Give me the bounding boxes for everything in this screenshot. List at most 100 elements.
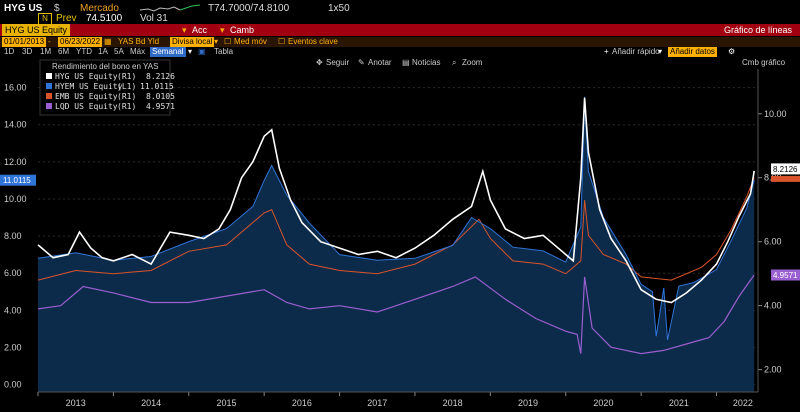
action-button[interactable]: Acc — [192, 25, 208, 35]
left-axis: 0.00 2.00 4.00 6.00 8.00 10.00 12.00 14.00 16.00 — [4, 83, 27, 390]
tool-news[interactable]: Noticias — [412, 58, 440, 67]
x-tick-label: 2019 — [518, 398, 538, 408]
period-1m[interactable]: 1M — [40, 47, 52, 56]
chart-type-title: Gráfico de líneas — [723, 25, 792, 35]
market-label: Mercado — [80, 3, 119, 14]
hyem-series-line[interactable] — [37, 96, 755, 341]
right-tick-label: 10.00 — [764, 109, 787, 119]
legend-axis-lqd: (R1) — [117, 102, 136, 111]
annotate-icon[interactable]: ✎ — [358, 58, 365, 67]
size-label: 1x50 — [328, 3, 350, 14]
bid-ask-label: T74.7000/74.8100 — [208, 3, 290, 14]
add-icon[interactable]: + — [604, 47, 609, 56]
currency-label: $ — [54, 3, 60, 14]
date-separator: - — [48, 37, 51, 46]
x-tick-label: 2017 — [367, 398, 387, 408]
x-tick-label: 2016 — [292, 398, 312, 408]
calendar-icon[interactable]: ▦ — [104, 37, 112, 46]
frequency-dropdown-icon[interactable]: ▾ — [188, 47, 193, 56]
legend-swatch-hyem — [46, 83, 52, 89]
left-tick-label: 6.00 — [4, 268, 22, 278]
right-tick-label: 4.00 — [764, 301, 782, 311]
tool-annotate[interactable]: Anotar — [368, 58, 392, 67]
legend-name-lqd[interactable]: LQD US Equity — [55, 102, 118, 111]
events-checkbox-icon[interactable]: ☐ — [278, 37, 286, 46]
right-tick-label: 2.00 — [764, 365, 782, 375]
period-max[interactable]: Máx — [130, 47, 146, 56]
legend-value-hyg: 8.2126 — [146, 72, 175, 81]
hyem-last-badge — [0, 174, 36, 186]
quick-add-button[interactable]: Añadir rápido — [612, 47, 660, 56]
add-data-button[interactable]: Añadir datos — [668, 47, 717, 57]
emb-series-line[interactable] — [37, 177, 755, 281]
right-tick-label: 6.00 — [764, 237, 782, 247]
follow-icon[interactable]: ✥ — [316, 58, 323, 67]
period-1a[interactable]: 1A — [98, 47, 108, 56]
start-date-field[interactable]: 01/01/2013 — [2, 37, 47, 47]
legend-value-hyem: 11.0115 — [140, 82, 174, 91]
legend-axis-hyg: (R1) — [117, 72, 136, 81]
currency-mode-field[interactable]: Divisa local — [170, 37, 215, 47]
left-tick-label: 10.00 — [4, 194, 27, 204]
table-button[interactable]: Tabla — [214, 47, 234, 56]
hyg-series-line[interactable] — [37, 97, 755, 304]
lqd-series-line[interactable] — [37, 274, 755, 355]
x-tick-label: 2013 — [66, 398, 86, 408]
legend-axis-hyem: (L1) — [117, 82, 136, 91]
prev-value: 74.5100 — [86, 13, 123, 24]
prev-label: Prev — [56, 13, 77, 24]
left-tick-label: 12.00 — [4, 157, 27, 167]
field-row: 01/01/2013 - 06/23/2022 ▦ YAS Bd Yld Div… — [0, 37, 800, 47]
legend-box — [39, 59, 171, 116]
last-value-badges: 11.0115 8.2126 4.9571 — [0, 163, 800, 281]
legend-name-hyem[interactable]: HYEM US Equity — [55, 82, 123, 91]
average-checkbox-icon[interactable]: ☐ — [224, 37, 232, 46]
left-tick-label: 16.00 — [4, 83, 27, 93]
x-tick-label: 2015 — [216, 398, 236, 408]
security-field[interactable]: HYG US Equity — [2, 24, 71, 36]
legend: Rendimiento del bono en YAS HYG US Equit… — [39, 59, 175, 116]
period-3d[interactable]: 3D — [22, 47, 33, 56]
lqd-last-badge-text: 4.9571 — [773, 271, 798, 280]
volume-label: Vol 31 — [140, 13, 168, 24]
legend-value-lqd: 4.9571 — [146, 102, 175, 111]
action-menu-icon[interactable]: ▾ — [182, 25, 187, 35]
quote-strip: HYG US $ Mercado T74.7000/74.8100 1x50 N… — [0, 0, 800, 25]
change-chart-button[interactable]: Cmb gráfico — [742, 58, 786, 67]
table-icon[interactable]: ▣ — [198, 47, 206, 56]
x-tick-label: 2018 — [443, 398, 463, 408]
x-tick-label: 2014 — [141, 398, 161, 408]
change-menu-icon[interactable]: ▾ — [220, 25, 225, 35]
change-button[interactable]: Camb — [230, 25, 255, 35]
quick-add-dropdown-icon[interactable]: ▾ — [658, 47, 663, 56]
end-date-field[interactable]: 06/23/2022 — [58, 37, 103, 47]
period-1d[interactable]: 1D — [4, 47, 15, 56]
function-bar: HYG US Equity ▾ Acc ▾ Camb Gráfico de lí… — [0, 24, 800, 36]
ticker-label[interactable]: HYG US — [4, 3, 43, 14]
tool-zoom[interactable]: Zoom — [462, 58, 483, 67]
zoom-icon[interactable]: ⌕ — [452, 58, 456, 67]
period-5a[interactable]: 5A — [114, 47, 124, 56]
period-ytd[interactable]: YTD — [76, 47, 92, 56]
line-chart[interactable]: 0.00 2.00 4.00 6.00 8.00 10.00 12.00 14.00 16.00… — [0, 57, 800, 412]
legend-name-hyg[interactable]: HYG US Equity — [55, 72, 118, 81]
left-tick-label: 8.00 — [4, 231, 22, 241]
events-label[interactable]: Eventos clave — [288, 37, 338, 46]
x-tick-label: 2022 — [733, 398, 753, 408]
legend-swatch-emb — [46, 93, 52, 99]
period-row: 1D 3D 1M 6M YTD 1A 5A Máx Semanal ▾ ▣ Ta… — [0, 47, 800, 57]
settings-icon[interactable]: ⚙ — [728, 47, 736, 56]
tool-follow[interactable]: Seguir — [326, 58, 349, 67]
left-tick-label: 2.00 — [4, 342, 22, 352]
legend-swatch-hyg — [46, 73, 52, 79]
x-tick-label: 2021 — [669, 398, 689, 408]
average-label[interactable]: Med móv — [234, 37, 267, 46]
left-tick-label: 4.00 — [4, 305, 22, 315]
period-6m[interactable]: 6M — [58, 47, 70, 56]
news-tool-icon[interactable]: ▤ — [402, 58, 410, 67]
frequency-selector[interactable]: Semanal — [150, 47, 186, 57]
left-tick-label: 14.00 — [4, 120, 27, 130]
currency-dropdown-icon[interactable]: ▾ — [214, 37, 219, 46]
field-selector[interactable]: YAS Bd Yld — [118, 37, 160, 46]
legend-name-emb[interactable]: EMB US Equity — [55, 92, 118, 101]
